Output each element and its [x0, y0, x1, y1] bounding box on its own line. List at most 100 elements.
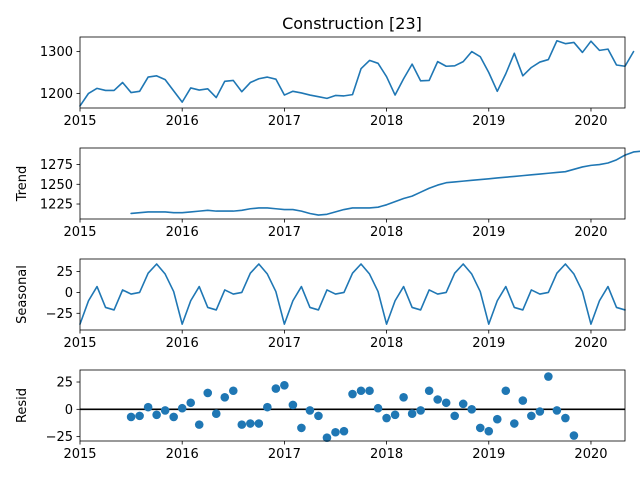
x-tick-label: 2015 [63, 114, 96, 129]
resid-point [203, 388, 213, 398]
resid-point [263, 402, 272, 412]
resid-point [331, 427, 340, 437]
resid-point [246, 419, 255, 428]
resid-point [177, 403, 187, 413]
resid-point [135, 411, 144, 421]
y-tick-label: −25 [46, 430, 73, 445]
seasonal-line [79, 263, 626, 325]
resid-point [186, 398, 196, 408]
y-tick-label: −25 [46, 307, 73, 322]
resid-point [501, 386, 511, 396]
resid-point [544, 372, 553, 381]
resid-point [322, 433, 332, 443]
x-tick-label: 2020 [574, 114, 607, 129]
panel-trend: 2015 2016 2017 2018 2019 2020 1225 1250 1275 Tren… [15, 147, 640, 240]
resid-point [143, 402, 153, 412]
resid-point [450, 411, 460, 421]
resid-point [510, 419, 519, 428]
resid-point [211, 409, 221, 418]
resid-point [237, 420, 247, 429]
x-tick-label: 2020 [574, 336, 607, 351]
resid-point [160, 406, 170, 415]
y-tick-label: 0 [65, 286, 73, 301]
seasonal-axes-frame [79, 258, 626, 331]
x-tick-label: 2019 [472, 114, 505, 129]
resid-point [382, 413, 391, 423]
x-tick-label: 2017 [268, 114, 301, 129]
resid-point [126, 412, 136, 422]
y-tick-label: 25 [56, 376, 73, 391]
resid-point [561, 413, 570, 423]
resid-point [416, 406, 425, 415]
seasonal-y-axis-label: Seasonal [15, 265, 30, 324]
x-tick-label: 2020 [574, 225, 607, 240]
resid-point [280, 380, 289, 390]
y-tick-label: 1275 [40, 158, 73, 173]
resid-y-axis-label: Resid [15, 388, 30, 423]
resid-point [339, 426, 349, 436]
resid-point [356, 386, 366, 396]
resid-point [484, 426, 494, 436]
resid-point [169, 412, 178, 422]
resid-point [399, 393, 408, 402]
x-tick-label: 2018 [370, 447, 403, 462]
x-tick-label: 2017 [268, 336, 301, 351]
resid-point [194, 420, 204, 429]
x-tick-label: 2019 [472, 225, 505, 240]
resid-point [527, 411, 536, 421]
y-tick-label: 1250 [40, 178, 73, 193]
y-tick-label: 1225 [40, 198, 73, 213]
x-tick-label: 2018 [370, 336, 403, 351]
resid-point [348, 389, 357, 399]
resid-point [220, 393, 230, 402]
x-tick-label: 2017 [268, 447, 301, 462]
trend-line [130, 150, 640, 216]
resid-point [271, 384, 281, 393]
resid-point [254, 419, 264, 428]
resid-point [569, 431, 579, 440]
resid-point [288, 400, 298, 410]
y-tick-label: 1200 [40, 87, 73, 102]
x-tick-label: 2016 [166, 225, 199, 240]
trend-axes-frame [79, 147, 626, 220]
observed-axes-frame [79, 36, 626, 109]
panel-resid: 2015 2016 2017 2018 2019 2020 −25 0 25 Resid [15, 369, 626, 462]
resid-point [407, 409, 417, 418]
resid-point [441, 398, 451, 408]
resid-point [518, 396, 528, 405]
resid-point [228, 386, 238, 396]
x-tick-label: 2016 [166, 114, 199, 129]
x-tick-label: 2020 [574, 447, 607, 462]
x-tick-label: 2016 [166, 447, 199, 462]
panel-observed: 2015 2016 2017 2018 2019 2020 1200 1300 [40, 36, 635, 129]
resid-point [314, 411, 323, 421]
x-tick-label: 2019 [472, 447, 505, 462]
resid-point [433, 395, 442, 404]
x-tick-label: 2016 [166, 336, 199, 351]
x-tick-label: 2015 [63, 225, 96, 240]
resid-point [305, 406, 315, 415]
x-tick-label: 2019 [472, 336, 505, 351]
y-tick-label: 0 [65, 403, 73, 418]
x-tick-label: 2018 [370, 114, 403, 129]
resid-point [424, 386, 434, 396]
resid-point [458, 399, 468, 409]
resid-point [365, 386, 374, 396]
figure-title: Construction [23] [282, 14, 422, 33]
resid-point [552, 406, 562, 415]
resid-point [535, 407, 545, 416]
y-tick-label: 25 [56, 265, 73, 280]
panel-seasonal: 2015 2016 2017 2018 2019 2020 −25 0 25 Seasonal [15, 258, 626, 351]
resid-point [492, 414, 502, 424]
x-tick-label: 2018 [370, 225, 403, 240]
observed-line [79, 39, 635, 107]
resid-point [475, 423, 485, 433]
x-tick-label: 2017 [268, 225, 301, 240]
resid-point [390, 410, 400, 420]
y-tick-label: 1300 [40, 45, 73, 60]
resid-point [467, 405, 477, 414]
resid-point [152, 410, 161, 420]
x-tick-label: 2015 [63, 336, 96, 351]
x-tick-label: 2015 [63, 447, 96, 462]
